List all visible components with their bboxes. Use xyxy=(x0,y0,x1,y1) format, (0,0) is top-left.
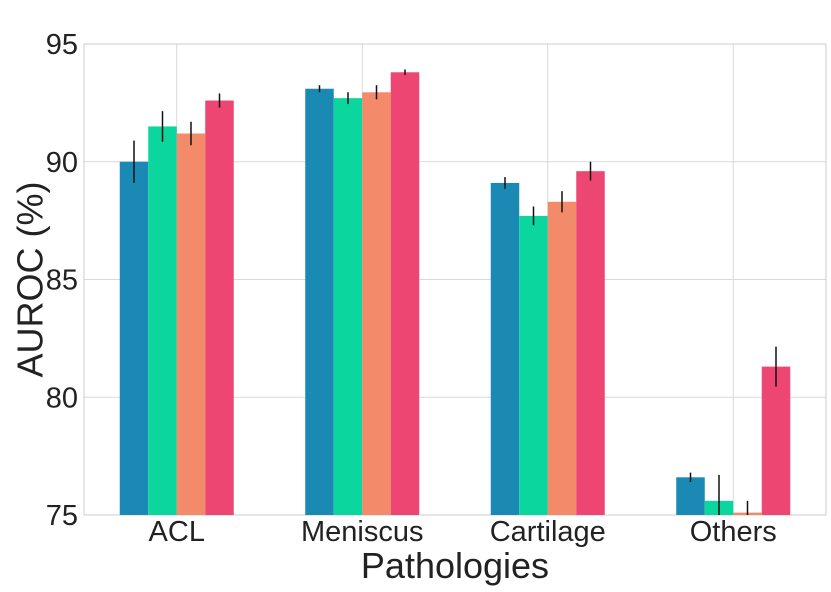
y-tick-labels: 75 80 85 90 95 xyxy=(46,29,78,532)
bar-series-3-meniscus xyxy=(362,92,391,515)
x-tick-label: Others xyxy=(690,516,777,548)
bar-series-1-meniscus xyxy=(305,88,334,516)
bar-series-4-acl xyxy=(205,100,234,516)
bars xyxy=(119,72,791,516)
bar-series-2-meniscus xyxy=(333,98,363,515)
bar-series-4-cartilage xyxy=(576,171,605,516)
bar-series-3-cartilage xyxy=(547,201,577,515)
y-tick-label: 75 xyxy=(46,500,78,532)
y-tick-label: 80 xyxy=(46,382,78,414)
y-axis-label: AUROC (%) xyxy=(10,182,51,378)
x-axis-label: Pathologies xyxy=(361,545,549,586)
bar-series-3-acl xyxy=(176,133,206,516)
plot-frame xyxy=(83,43,827,516)
error-bars xyxy=(133,69,777,515)
bar-series-1-acl xyxy=(119,161,149,515)
bar-series-2-cartilage xyxy=(519,215,548,516)
x-tick-label: Cartilage xyxy=(490,516,606,548)
y-tick-label: 85 xyxy=(46,265,78,297)
x-tick-labels: ACL Meniscus Cartilage Others xyxy=(149,516,777,548)
bar-series-1-cartilage xyxy=(490,182,520,515)
x-tick-label: ACL xyxy=(149,516,205,548)
bar-series-4-meniscus xyxy=(390,72,420,515)
bar-series-4-others xyxy=(761,366,791,515)
y-tick-label: 95 xyxy=(46,29,78,61)
x-tick-label: Meniscus xyxy=(301,516,424,548)
bar-series-2-acl xyxy=(148,126,177,516)
bar-series-1-others xyxy=(676,477,705,515)
y-tick-label: 90 xyxy=(46,147,78,179)
